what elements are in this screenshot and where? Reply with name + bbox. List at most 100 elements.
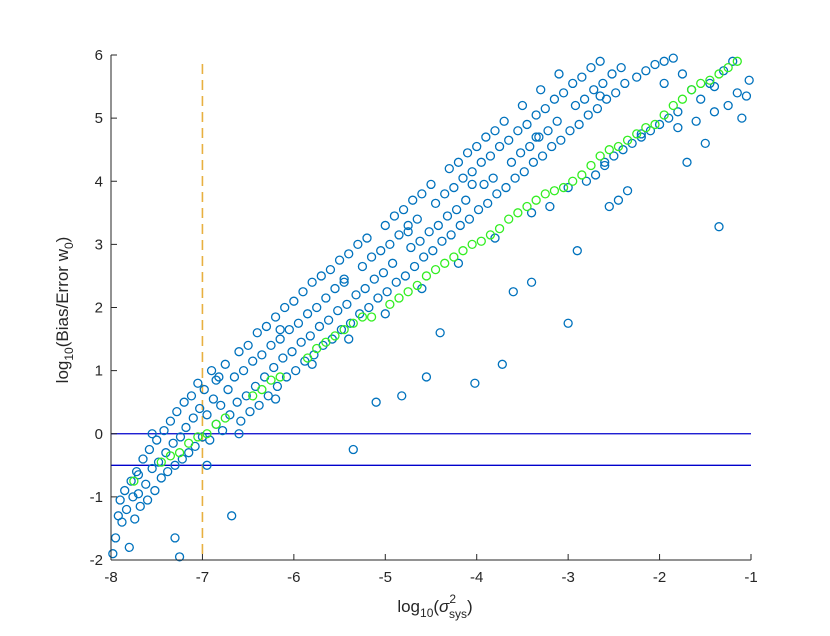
series-1-point-55	[696, 78, 706, 89]
x-axis-title-open: (	[433, 597, 439, 616]
series-0-point-267	[600, 157, 610, 167]
series-0-point-157	[462, 148, 473, 158]
series-0-point-0	[108, 549, 118, 559]
x-axis-title-base-sub: 10	[420, 606, 434, 620]
series-0-point-263	[453, 258, 464, 268]
series-0-point-121	[380, 220, 390, 231]
series-0-point-174	[501, 182, 511, 193]
series-0-point-69	[261, 321, 272, 332]
series-0-point-188	[534, 132, 544, 142]
series-0-point-173	[499, 116, 509, 126]
series-0-point-203	[570, 100, 581, 111]
series-0-point-18	[147, 463, 157, 474]
series-1-point-39	[549, 186, 560, 196]
series-0-point-199	[558, 88, 569, 98]
series-1-point-51	[659, 110, 669, 120]
series-0-point-210	[586, 62, 596, 73]
series-0-point-12	[133, 489, 144, 499]
series-0-point-200	[563, 318, 573, 328]
series-0-point-45	[206, 365, 217, 376]
series-0-point-242	[696, 94, 706, 104]
series-0-point-127	[394, 230, 404, 240]
series-0-point-123	[385, 239, 395, 250]
series-0-point-245	[709, 107, 720, 117]
series-0-point-19	[150, 485, 160, 496]
series-0-point-158	[464, 214, 475, 224]
y-axis-title-main: (Bias/Error w	[53, 248, 72, 347]
series-0-point-192	[543, 126, 553, 136]
series-1-point-1	[156, 457, 166, 467]
series-0-point-153	[453, 157, 464, 167]
series-0-point-181	[517, 100, 528, 111]
series-0-point-183	[522, 119, 532, 130]
series-0-point-129	[398, 205, 409, 215]
axes	[110, 54, 752, 561]
series-0-point-233	[654, 119, 665, 130]
y-tick-label-7: 5	[95, 110, 103, 127]
series-0-point-99	[330, 283, 340, 294]
series-0-point-140	[424, 227, 434, 237]
series-1-point-20	[366, 312, 377, 322]
series-0-point-29	[172, 407, 182, 417]
series-0-point-212	[590, 170, 601, 180]
series-1-point-37	[531, 195, 541, 205]
series-0-point-238	[677, 69, 688, 79]
series-0-point-54	[227, 511, 237, 521]
series-0-point-63	[248, 356, 258, 366]
series-1-point-50	[650, 119, 660, 130]
series-1-point-54	[686, 85, 697, 95]
series-0-point-142	[428, 246, 438, 256]
series-0-point-257	[234, 429, 244, 439]
series-0-point-184	[525, 141, 535, 152]
series-0-point-279	[659, 78, 669, 89]
series-0-point-20	[152, 435, 162, 445]
series-1-point-53	[677, 94, 688, 104]
series-0-point-73	[270, 312, 281, 322]
series-0-point-207	[579, 94, 590, 104]
series-0-point-112	[360, 283, 370, 294]
series-0-point-119	[376, 246, 386, 256]
series-1-point-32	[485, 230, 496, 240]
series-0-point-138	[419, 252, 429, 262]
series-0-point-89	[307, 277, 317, 287]
series-0-point-133	[408, 195, 418, 205]
series-0-point-223	[616, 62, 626, 73]
series-0-point-111	[357, 261, 368, 272]
series-0-point-225	[620, 78, 630, 89]
series-0-point-131	[403, 220, 413, 231]
series-1-point-29	[458, 246, 468, 256]
series-0-point-274	[339, 274, 349, 284]
series-1-point-14	[312, 343, 322, 354]
x-tick-label-6: -2	[653, 569, 666, 586]
y-axis-title-base-sub: 10	[62, 347, 76, 361]
series-0-point-132	[406, 242, 416, 253]
series-0-point-241	[691, 116, 701, 126]
series-0-point-237	[673, 122, 683, 133]
series-0-point-59	[238, 365, 249, 376]
series-0-point-205	[574, 119, 584, 130]
series-0-point-204	[572, 246, 582, 256]
series-0-point-147	[440, 189, 450, 199]
series-0-point-252	[741, 91, 752, 101]
series-0-point-272	[211, 375, 221, 385]
series-1-point-8	[220, 413, 230, 423]
series-0-point-159	[467, 167, 477, 177]
series-0-point-71	[266, 340, 276, 351]
series-0-point-96	[323, 315, 334, 325]
series-0-point-35	[184, 448, 194, 458]
y-tick-label-1: -1	[90, 489, 103, 506]
series-0-point-255	[170, 533, 180, 543]
series-0-point-236	[668, 53, 678, 63]
series-0-point-87	[302, 309, 313, 319]
series-1-point-17	[339, 324, 349, 335]
series-1-point-3	[174, 448, 185, 458]
series-0-point-195	[549, 94, 560, 104]
series-1-point-2	[165, 451, 176, 461]
x-tick-label-1: -7	[196, 569, 209, 586]
series-0-point-43	[202, 410, 212, 420]
series-0-point-180	[515, 148, 526, 158]
reference-lines	[111, 64, 751, 560]
series-1-point-24	[412, 280, 422, 291]
series-0-point-243	[700, 138, 710, 149]
